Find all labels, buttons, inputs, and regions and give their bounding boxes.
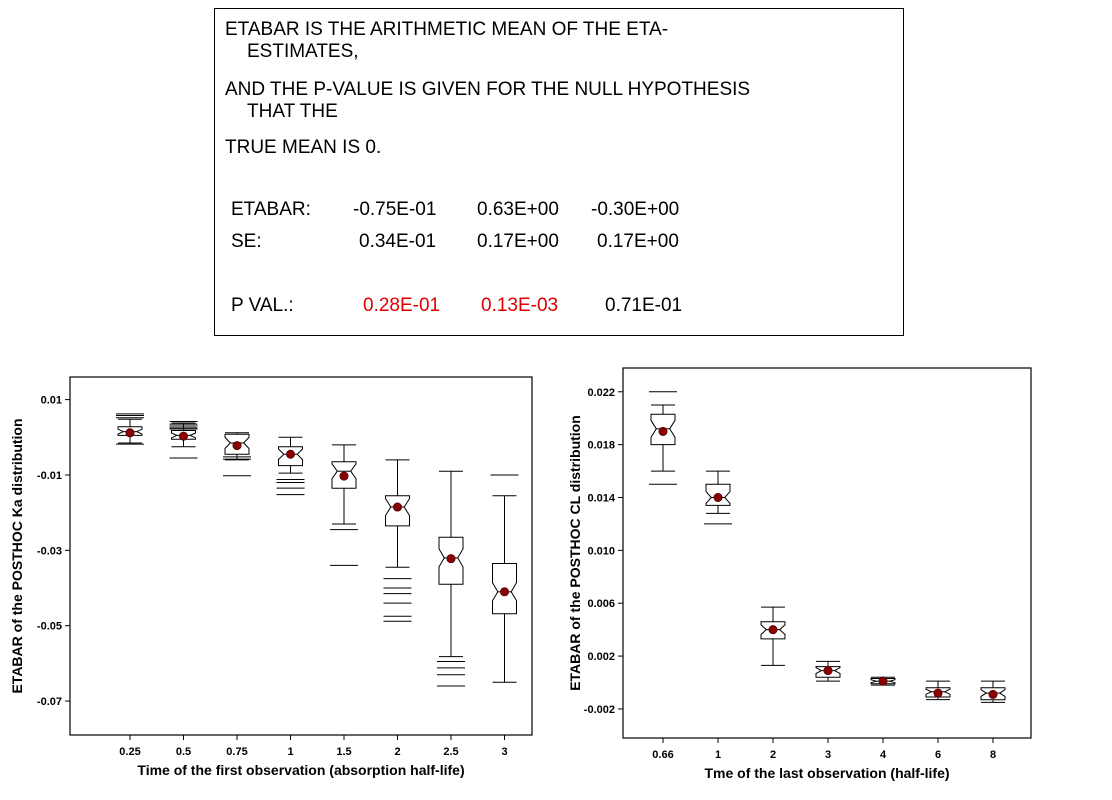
x-tick-label: 2 <box>770 749 776 761</box>
boxplot-panel-1: 0.01 -0.01 -0.03 -0.05 -0.07 0.25 0.5 0.75 1 1.5 2… <box>9 376 533 778</box>
mean-marker <box>232 441 242 451</box>
y-tick-label: -0.002 <box>584 704 615 716</box>
box-1 <box>276 436 305 496</box>
summary-line-2-continued: THAT THE <box>247 101 338 122</box>
x-tick-label: 0.75 <box>226 746 247 758</box>
box-0.66 <box>649 391 677 485</box>
y-axis-label: ETABAR of the POSTHOC CL distribution <box>567 415 583 691</box>
box-1 <box>704 470 732 525</box>
y-tick-label: -0.01 <box>37 470 62 482</box>
pval-label: P VAL.: <box>231 295 294 316</box>
mean-marker <box>179 431 189 441</box>
mean-marker <box>658 426 668 436</box>
mean-marker <box>446 554 456 564</box>
x-tick-label: 1 <box>287 746 293 758</box>
x-tick-label: 3 <box>501 746 507 758</box>
x-tick-label: 6 <box>935 749 941 761</box>
box-0.25 <box>116 413 144 445</box>
x-tick-label: 3 <box>825 749 831 761</box>
se-label: SE: <box>231 231 262 252</box>
mean-marker <box>285 449 295 459</box>
mean-marker <box>933 688 943 698</box>
eta-summary-textbox: ETABAR IS THE ARITHMETIC MEAN OF THE ETA… <box>214 8 904 336</box>
y-tick-label: 0.014 <box>587 493 615 505</box>
box-0.75 <box>223 432 251 477</box>
se-value-3: 0.17E+00 <box>597 231 679 252</box>
mean-marker <box>878 676 888 686</box>
y-tick-label: 0.01 <box>41 395 62 407</box>
pval-value-1: 0.28E-01 <box>363 295 441 316</box>
x-tick-label: 1.5 <box>336 746 351 758</box>
se-value-2: 0.17E+00 <box>477 231 559 252</box>
pval-value-3: 0.71E-01 <box>605 295 683 316</box>
x-tick-label: 4 <box>880 749 887 761</box>
mean-marker <box>125 428 135 438</box>
box-2 <box>383 459 412 622</box>
x-tick-label: 0.25 <box>119 746 140 758</box>
y-tick-label: 0.010 <box>587 545 615 557</box>
box-2 <box>760 606 786 666</box>
mean-marker <box>768 625 778 635</box>
y-tick-label: 0.006 <box>587 598 615 610</box>
mean-marker <box>823 666 833 676</box>
x-tick-label: 2.5 <box>443 746 458 758</box>
etabar-value-2: 0.63E+00 <box>477 199 559 220</box>
summary-line-2: AND THE P-VALUE IS GIVEN FOR THE NULL HY… <box>225 79 751 100</box>
pval-value-2: 0.13E-03 <box>481 295 559 316</box>
boxplot-panel-2: 0.022 0.018 0.014 0.010 0.006 0.002 -0.002 0.66… <box>567 367 1032 781</box>
box-4 <box>870 676 896 686</box>
x-tick-label: 0.66 <box>652 749 673 761</box>
y-tick-label: -0.07 <box>37 696 62 708</box>
plot-frame <box>622 367 1032 739</box>
mean-marker <box>499 587 509 597</box>
box-3 <box>815 660 841 682</box>
x-tick-label: 1 <box>715 749 721 761</box>
mean-marker <box>988 689 998 699</box>
box-1.5 <box>330 444 358 566</box>
se-value-1: 0.34E-01 <box>359 231 437 252</box>
x-tick-label: 8 <box>990 749 996 761</box>
mean-marker <box>392 502 402 512</box>
box-2.5 <box>437 470 465 687</box>
etabar-value-3: -0.30E+00 <box>591 199 680 220</box>
box-0.5 <box>169 420 198 459</box>
x-tick-label: 2 <box>394 746 400 758</box>
mean-marker <box>339 471 349 481</box>
box-8 <box>980 680 1006 703</box>
y-tick-label: 0.018 <box>587 440 615 452</box>
summary-line-1-continued: ESTIMATES, <box>247 41 359 62</box>
box-6 <box>925 680 951 701</box>
etabar-value-1: -0.75E-01 <box>353 199 437 220</box>
y-tick-label: 0.002 <box>587 651 615 663</box>
summary-line-3: TRUE MEAN IS 0. <box>225 137 382 158</box>
y-axis-label: ETABAR of the POSTHOC Ka distribution <box>9 418 25 693</box>
y-tick-label: 0.022 <box>587 387 615 399</box>
x-tick-label: 0.5 <box>176 746 191 758</box>
y-tick-label: -0.05 <box>37 621 62 633</box>
etabar-label: ETABAR: <box>231 199 311 220</box>
y-tick-label: -0.03 <box>37 545 62 557</box>
box-3 <box>490 474 519 683</box>
mean-marker <box>713 492 723 502</box>
summary-line-1: ETABAR IS THE ARITHMETIC MEAN OF THE ETA… <box>225 19 669 40</box>
x-axis-label: Tme of the last observation (half-life) <box>704 765 949 781</box>
x-axis-label: Time of the first observation (absorptio… <box>137 762 464 778</box>
